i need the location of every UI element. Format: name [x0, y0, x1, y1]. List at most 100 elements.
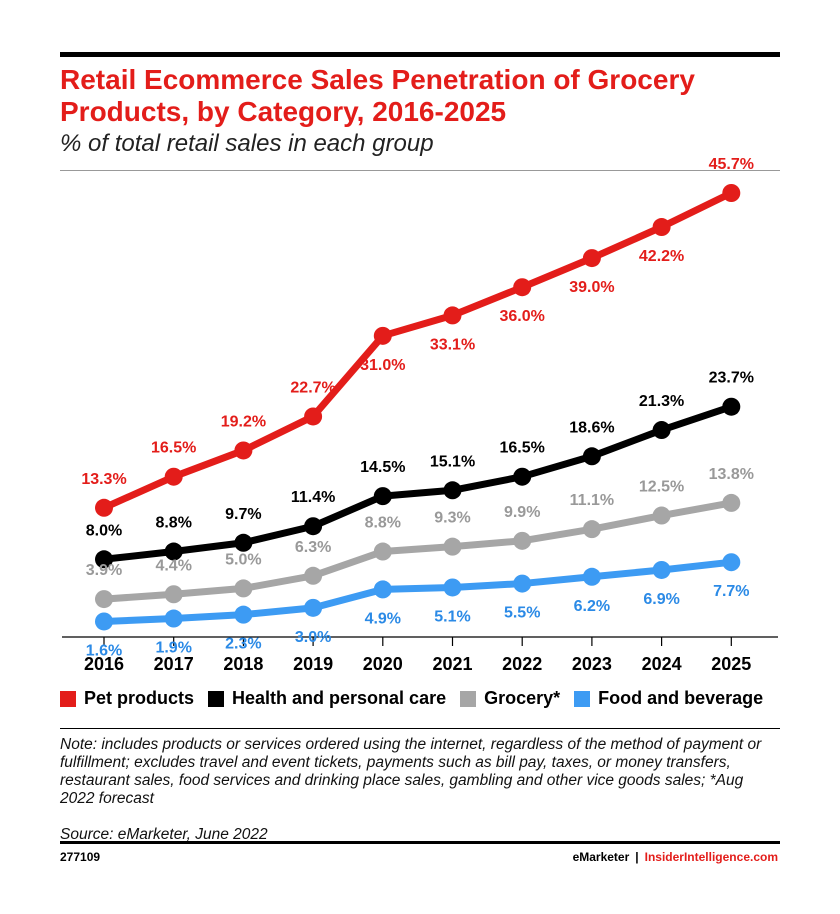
point-health-and-personal-care-2024 [652, 421, 671, 440]
point-grocery-2021 [443, 537, 462, 556]
point-pet-products-2017 [164, 467, 183, 486]
data-label-pet-products-2022: 36.0% [500, 308, 545, 325]
legend-label-food-beverage: Food and beverage [598, 688, 764, 708]
data-label-pet-products-2019: 22.7% [290, 379, 335, 396]
point-pet-products-2024 [652, 218, 671, 237]
point-food-and-beverage-2025 [722, 553, 741, 572]
data-label-health-and-personal-care-2016: 8.0% [86, 522, 122, 539]
data-label-food-and-beverage-2017: 1.9% [155, 640, 191, 657]
point-grocery-2016 [95, 590, 113, 609]
data-label-grocery-2024: 12.5% [639, 479, 684, 496]
point-food-and-beverage-2024 [652, 560, 671, 579]
point-health-and-personal-care-2019 [304, 517, 323, 536]
data-label-health-and-personal-care-2021: 15.1% [430, 453, 475, 470]
data-label-grocery-2019: 6.3% [295, 539, 331, 556]
data-label-grocery-2025: 13.8% [709, 466, 754, 483]
data-label-grocery-2018: 5.0% [225, 551, 261, 568]
point-grocery-2017 [164, 585, 183, 604]
point-pet-products-2016 [95, 498, 113, 517]
footer-brand: eMarketer | InsiderIntelligence.com [573, 850, 778, 864]
legend-swatch-grocery [460, 690, 477, 707]
x-tick-label-2017: 2017 [154, 654, 194, 674]
point-grocery-2019 [304, 566, 323, 585]
x-tick-label-2024: 2024 [642, 654, 682, 674]
x-tick-label-2023: 2023 [572, 654, 612, 674]
point-food-and-beverage-2017 [164, 609, 183, 628]
data-label-grocery-2016: 3.9% [86, 562, 122, 579]
data-label-pet-products-2017: 16.5% [151, 440, 196, 457]
chart-legend: Pet products Health and personal care Gr… [60, 688, 790, 709]
data-label-health-and-personal-care-2018: 9.7% [225, 506, 261, 523]
data-label-pet-products-2021: 33.1% [430, 336, 475, 353]
data-label-health-and-personal-care-2023: 18.6% [569, 419, 614, 436]
data-label-pet-products-2020: 31.0% [360, 357, 405, 374]
point-food-and-beverage-2023 [582, 567, 601, 586]
point-health-and-personal-care-2018 [234, 533, 253, 552]
point-grocery-2018 [234, 579, 253, 598]
data-label-food-and-beverage-2023: 6.2% [574, 598, 610, 615]
x-tick-label-2022: 2022 [502, 654, 542, 674]
point-pet-products-2025 [722, 184, 741, 202]
chart-note: Note: includes products or services orde… [60, 736, 762, 807]
point-pet-products-2019 [304, 407, 323, 426]
x-tick-label-2020: 2020 [363, 654, 403, 674]
point-pet-products-2022 [513, 278, 532, 297]
point-health-and-personal-care-2020 [373, 487, 392, 506]
point-grocery-2024 [652, 506, 671, 525]
x-tick-label-2019: 2019 [293, 654, 333, 674]
point-pet-products-2020 [373, 326, 392, 345]
subtitle-rule [60, 170, 780, 171]
series-line-pet-products [100, 189, 735, 512]
legend-item-grocery: Grocery* [460, 688, 560, 709]
legend-item-health-personal-care: Health and personal care [208, 688, 446, 709]
point-pet-products-2021 [443, 306, 462, 325]
data-label-food-and-beverage-2020: 4.9% [365, 610, 401, 627]
point-food-and-beverage-2021 [443, 578, 462, 597]
series-line-grocery [100, 499, 735, 603]
data-label-food-and-beverage-2025: 7.7% [713, 583, 749, 600]
data-label-health-and-personal-care-2020: 14.5% [360, 459, 405, 476]
data-label-pet-products-2024: 42.2% [639, 248, 684, 265]
point-health-and-personal-care-2021 [443, 481, 462, 500]
point-pet-products-2018 [234, 441, 253, 460]
data-label-health-and-personal-care-2025: 23.7% [709, 370, 754, 387]
point-health-and-personal-care-2023 [582, 447, 601, 466]
point-health-and-personal-care-2025 [722, 397, 741, 416]
point-food-and-beverage-2022 [513, 574, 532, 593]
point-pet-products-2023 [582, 249, 601, 268]
brand-separator: | [635, 850, 639, 864]
data-label-grocery-2020: 8.8% [365, 515, 401, 532]
x-tick-label-2025: 2025 [711, 654, 751, 674]
legend-label-pet-products: Pet products [84, 688, 195, 708]
note-rule [60, 728, 780, 729]
legend-label-health-personal-care: Health and personal care [232, 688, 447, 708]
data-label-pet-products-2023: 39.0% [569, 279, 614, 296]
point-food-and-beverage-2018 [234, 605, 253, 624]
point-grocery-2023 [582, 520, 601, 539]
x-tick-label-2018: 2018 [223, 654, 263, 674]
point-food-and-beverage-2020 [373, 580, 392, 599]
legend-swatch-health-personal-care [208, 690, 225, 707]
point-health-and-personal-care-2016 [95, 550, 113, 569]
data-label-food-and-beverage-2024: 6.9% [643, 591, 679, 608]
data-label-food-and-beverage-2019: 3.0% [295, 629, 331, 646]
legend-swatch-pet-products [60, 690, 76, 707]
data-label-grocery-2021: 9.3% [434, 510, 470, 527]
point-grocery-2020 [373, 542, 392, 561]
chart-source: Source: eMarketer, June 2022 [60, 826, 268, 843]
data-label-health-and-personal-care-2019: 11.4% [291, 489, 335, 506]
x-tick-label-2016: 2016 [84, 654, 124, 674]
brand-emarketer: eMarketer [572, 850, 630, 864]
chart-title: Retail Ecommerce Sales Penetration of Gr… [60, 64, 695, 127]
point-food-and-beverage-2019 [304, 598, 323, 617]
legend-item-pet-products: Pet products [60, 688, 194, 709]
data-label-food-and-beverage-2018: 2.3% [225, 636, 261, 653]
data-label-grocery-2022: 9.9% [504, 504, 540, 521]
point-grocery-2025 [722, 493, 741, 512]
data-label-health-and-personal-care-2017: 8.8% [155, 515, 191, 532]
data-label-pet-products-2016: 13.3% [81, 471, 126, 488]
data-label-grocery-2017: 4.4% [155, 557, 191, 574]
legend-item-food-beverage: Food and beverage [574, 688, 763, 709]
chart-subtitle: % of total retail sales in each group [60, 130, 434, 157]
point-health-and-personal-care-2017 [164, 542, 183, 561]
